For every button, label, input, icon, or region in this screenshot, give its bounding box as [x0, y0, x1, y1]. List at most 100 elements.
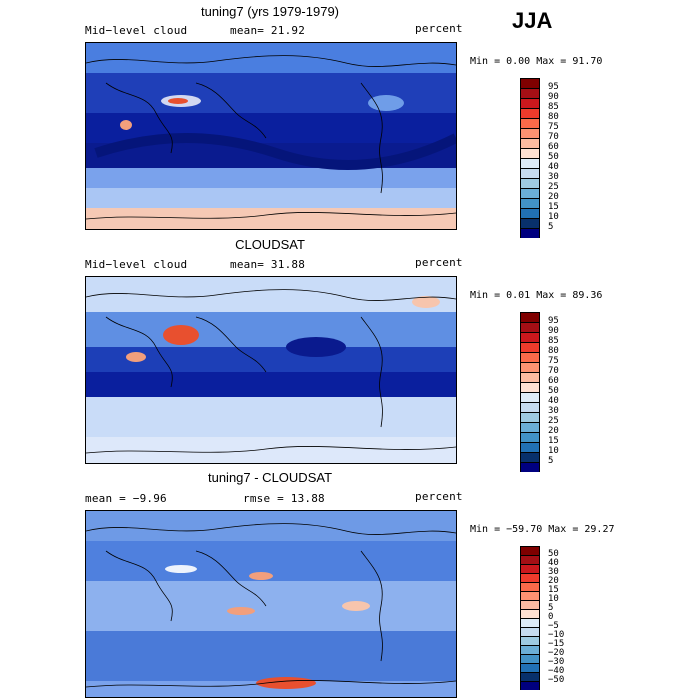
- panel2-colorbar: 95 90 85 80 75 70 60 50 40 30 25 20 15 1…: [520, 312, 559, 472]
- colorbar-swatch: [520, 218, 540, 228]
- colorbar-swatch: [520, 168, 540, 178]
- colorbar-swatch: [520, 118, 540, 128]
- colorbar-tick: 15: [548, 202, 559, 212]
- colorbar-swatch: [520, 432, 540, 442]
- colorbar-tick: 85: [548, 102, 559, 112]
- colorbar-tick: 5: [548, 603, 554, 613]
- colorbar-swatch: [520, 98, 540, 108]
- panel2-mean-label: mean= 31.88: [230, 258, 306, 271]
- panel1-units-label: percent: [415, 22, 463, 35]
- colorbar-tick: 50: [548, 386, 559, 396]
- colorbar-swatch: [520, 582, 540, 591]
- colorbar-swatch: [520, 88, 540, 98]
- panel1-minmax: Min = 0.00 Max = 91.70: [470, 56, 603, 67]
- colorbar-swatch: [520, 442, 540, 452]
- colorbar-swatch: [520, 78, 540, 88]
- colorbar-tick: 90: [548, 326, 559, 336]
- panel1-title: tuning7 (yrs 1979-1979): [200, 4, 340, 19]
- season-label: JJA: [512, 8, 553, 33]
- colorbar-tick: −20: [548, 648, 565, 658]
- colorbar-tick: 30: [548, 172, 559, 182]
- colorbar-tick: 95: [548, 316, 559, 326]
- colorbar-swatch: [520, 663, 540, 672]
- panel1-map: [85, 42, 457, 230]
- colorbar-swatch: [520, 654, 540, 663]
- colorbar-swatch: [520, 332, 540, 342]
- colorbar-tick: 40: [548, 162, 559, 172]
- colorbar-tick: 75: [548, 356, 559, 366]
- colorbar-tick: 85: [548, 336, 559, 346]
- panel3-rmse-label: rmse = 13.88: [243, 492, 325, 505]
- panel2-map-canvas: [86, 277, 456, 463]
- colorbar-tick: 95: [548, 82, 559, 92]
- colorbar-swatch: [520, 342, 540, 352]
- colorbar-tick: −50: [548, 675, 565, 685]
- panel3-mean-label: mean = −9.96: [85, 492, 167, 505]
- colorbar-tick: 25: [548, 182, 559, 192]
- colorbar-swatch: [520, 198, 540, 208]
- colorbar-swatch: [520, 452, 540, 462]
- colorbar-swatch: [520, 681, 540, 690]
- panel3-map-canvas: [86, 511, 456, 697]
- panel2-map: [85, 276, 457, 464]
- colorbar-swatch: [520, 382, 540, 392]
- colorbar-swatch: [520, 462, 540, 472]
- panel2-title: CLOUDSAT: [235, 237, 305, 252]
- panel2-units-label: percent: [415, 256, 463, 269]
- colorbar-tick: 70: [548, 366, 559, 376]
- colorbar-tick: 15: [548, 585, 559, 595]
- panel3-units-label: percent: [415, 490, 463, 503]
- colorbar-tick: 20: [548, 426, 559, 436]
- panel1-mean-label: mean= 21.92: [230, 24, 306, 37]
- colorbar-swatch: [520, 228, 540, 238]
- colorbar-tick: 10: [548, 594, 559, 604]
- panel2-minmax: Min = 0.01 Max = 89.36: [470, 290, 603, 301]
- colorbar-tick: 60: [548, 142, 559, 152]
- colorbar-swatch: [520, 352, 540, 362]
- colorbar-tick: 25: [548, 416, 559, 426]
- colorbar-tick: 15: [548, 436, 559, 446]
- colorbar-swatch: [520, 392, 540, 402]
- colorbar-swatch: [520, 158, 540, 168]
- colorbar-tick: 20: [548, 576, 559, 586]
- colorbar-swatch: [520, 422, 540, 432]
- colorbar-swatch: [520, 636, 540, 645]
- panel1-colorbar: 95 90 85 80 75 70 60 50 40 30 25 20 15 1…: [520, 78, 559, 238]
- colorbar-tick: −10: [548, 630, 565, 640]
- colorbar-swatch: [520, 609, 540, 618]
- colorbar-swatch: [520, 600, 540, 609]
- colorbar-tick: 80: [548, 112, 559, 122]
- colorbar-tick: 30: [548, 406, 559, 416]
- colorbar-swatch: [520, 672, 540, 681]
- colorbar-swatch: [520, 108, 540, 118]
- panel3-minmax: Min = −59.70 Max = 29.27: [470, 524, 615, 535]
- colorbar-swatch: [520, 618, 540, 627]
- colorbar-swatch: [520, 148, 540, 158]
- colorbar-tick: 20: [548, 192, 559, 202]
- panel3-colorbar: 50 40 30 20 15 10 5 0 −5 −10 −15 −20 −30…: [520, 546, 564, 690]
- colorbar-swatch: [520, 372, 540, 382]
- colorbar-tick: 50: [548, 549, 559, 559]
- colorbar-tick: −15: [548, 639, 565, 649]
- colorbar-swatch: [520, 591, 540, 600]
- colorbar-swatch: [520, 555, 540, 564]
- colorbar-swatch: [520, 128, 540, 138]
- colorbar-tick: −40: [548, 666, 565, 676]
- colorbar-tick: 0: [548, 612, 554, 622]
- panel3-map: [85, 510, 457, 698]
- colorbar-tick: 30: [548, 567, 559, 577]
- colorbar-tick: 75: [548, 122, 559, 132]
- colorbar-swatch: [520, 138, 540, 148]
- colorbar-swatch: [520, 188, 540, 198]
- colorbar-swatch: [520, 208, 540, 218]
- colorbar-tick: 10: [548, 446, 559, 456]
- colorbar-swatch: [520, 312, 540, 322]
- colorbar-swatch: [520, 546, 540, 555]
- colorbar-swatch: [520, 573, 540, 582]
- colorbar-tick: 5: [548, 456, 554, 466]
- colorbar-tick: 60: [548, 376, 559, 386]
- colorbar-tick: 90: [548, 92, 559, 102]
- colorbar-swatch: [520, 178, 540, 188]
- colorbar-tick: −5: [548, 621, 559, 631]
- colorbar-tick: 40: [548, 558, 559, 568]
